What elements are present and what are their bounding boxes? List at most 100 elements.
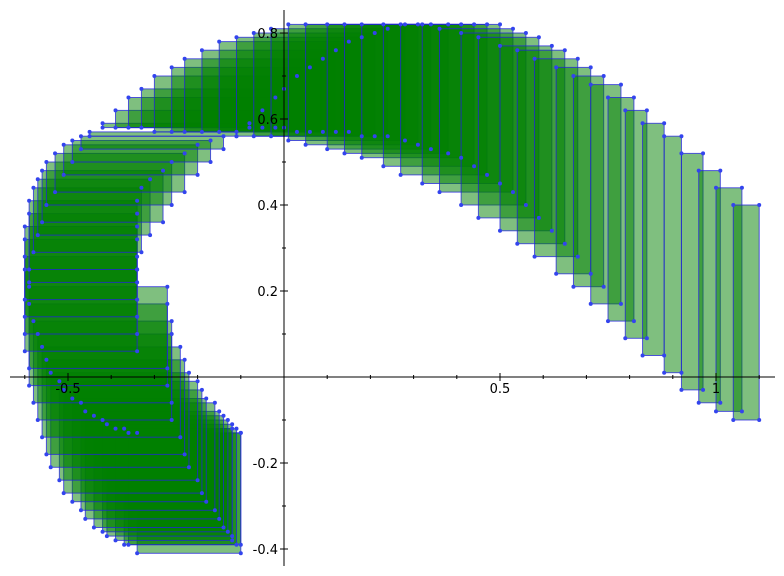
vertex-point-54-0 (437, 26, 442, 31)
vertex-point-65-2 (640, 353, 645, 358)
vertex-point-20-2 (22, 254, 27, 259)
vertex-point-64-0 (623, 108, 628, 113)
y-tick-label-3: 0.4 (257, 199, 278, 214)
vertex-point-33-3 (234, 129, 239, 134)
vertex-point-9-2 (70, 396, 75, 401)
vertex-point-34-1 (247, 121, 252, 126)
vertex-point-69-1 (739, 185, 744, 190)
vertex-point-1-2 (126, 430, 131, 435)
vertex-point-32-3 (221, 134, 226, 139)
vertex-point-7-2 (83, 409, 88, 414)
vertex-point-18-1 (165, 366, 170, 371)
vertex-point-0-2 (135, 430, 140, 435)
rectangle-mark-70 (732, 204, 760, 421)
vertex-point-49-2 (342, 151, 347, 156)
vertex-point-36-1 (273, 95, 278, 100)
vertex-point-13-0 (44, 452, 49, 457)
vertex-point-3-1 (230, 538, 235, 543)
vertex-point-26-0 (35, 233, 40, 238)
vertex-point-25-2 (31, 185, 36, 190)
vertex-point-22-0 (22, 297, 27, 302)
vertex-point-15-3 (169, 332, 174, 336)
vertex-point-62-3 (618, 301, 623, 306)
vertex-point-34-0 (100, 121, 105, 126)
vertex-point-64-1 (644, 108, 649, 113)
vertex-point-30-3 (195, 142, 200, 147)
vertex-point-17-3 (165, 301, 170, 306)
vertex-point-51-3 (472, 164, 477, 169)
vertex-point-68-2 (696, 400, 701, 405)
vertex-point-35-3 (260, 125, 265, 130)
vertex-point-69-0 (714, 185, 718, 190)
vertex-point-13-2 (44, 357, 49, 362)
vertex-point-56-0 (476, 35, 481, 40)
vertex-point-24-1 (135, 267, 140, 272)
vertex-point-42-2 (217, 129, 222, 134)
vertex-point-29-3 (182, 151, 187, 156)
vertex-point-25-1 (139, 250, 144, 255)
vertex-point-54-2 (437, 190, 442, 195)
vertex-point-21-3 (135, 237, 140, 242)
vertex-point-17-0 (27, 383, 32, 388)
vertex-point-41-3 (333, 129, 338, 134)
vertex-point-41-1 (333, 48, 338, 53)
vertex-point-53-0 (420, 22, 425, 27)
vertex-point-31-3 (208, 138, 213, 143)
y-tick-label-4: 0.6 (257, 113, 278, 128)
vertex-point-54-3 (510, 190, 515, 195)
vertex-point-40-3 (320, 129, 325, 134)
vertex-point-38-1 (294, 74, 299, 78)
vertex-point-58-1 (562, 48, 567, 53)
vertex-point-44-3 (372, 134, 377, 139)
vertex-point-44-0 (251, 31, 256, 35)
vertex-point-42-1 (346, 39, 351, 44)
vertex-point-58-3 (562, 241, 567, 246)
vertex-point-1-1 (238, 542, 243, 547)
vertex-point-29-1 (182, 190, 187, 195)
vertex-point-22-2 (22, 224, 27, 229)
vertex-point-8-3 (212, 400, 217, 405)
vertex-point-32-0 (78, 147, 83, 152)
vertex-point-66-2 (662, 370, 667, 375)
rectangle-mark-33 (89, 131, 237, 137)
vertex-point-1-0 (126, 542, 131, 547)
vertex-point-4-3 (230, 422, 235, 427)
vertex-point-12-1 (186, 465, 191, 470)
vertex-point-18-3 (165, 284, 170, 289)
vertex-point-6-3 (221, 413, 226, 418)
vertex-point-20-0 (22, 332, 27, 336)
x-tick-label-2: 1 (712, 382, 720, 397)
vertex-point-12-3 (186, 370, 191, 375)
vertex-point-70-2 (731, 418, 736, 422)
y-tick-label-1: -0.2 (253, 457, 278, 472)
vertex-point-67-3 (701, 387, 706, 392)
vertex-point-12-0 (48, 465, 53, 470)
vertices-layer (22, 22, 762, 556)
vertex-point-28-2 (44, 160, 49, 164)
vertex-point-21-1 (135, 314, 140, 319)
vertex-point-8-0 (78, 508, 83, 513)
vertex-point-43-2 (234, 134, 239, 139)
vertex-point-32-1 (221, 147, 226, 152)
vertex-point-47-3 (415, 142, 420, 147)
vertex-point-15-2 (35, 332, 40, 336)
vertex-point-17-1 (165, 383, 170, 388)
vertex-point-64-3 (644, 336, 649, 341)
vertex-point-49-1 (446, 22, 451, 27)
vertex-point-36-2 (126, 125, 131, 130)
vertex-point-61-1 (601, 74, 606, 78)
vertex-point-1-3 (238, 430, 243, 435)
vertex-point-51-1 (472, 22, 477, 27)
vertex-point-28-1 (169, 203, 174, 207)
vertex-point-13-3 (182, 357, 187, 362)
vertex-point-23-0 (27, 280, 32, 285)
vertex-point-42-0 (217, 39, 222, 44)
vertex-point-62-1 (618, 82, 623, 87)
vertex-point-47-2 (303, 142, 308, 147)
vertex-point-64-2 (623, 336, 628, 341)
vertex-point-40-0 (182, 56, 187, 61)
vertex-point-31-1 (208, 160, 213, 164)
vertex-point-43-1 (359, 35, 364, 40)
vertex-point-47-1 (415, 22, 420, 27)
